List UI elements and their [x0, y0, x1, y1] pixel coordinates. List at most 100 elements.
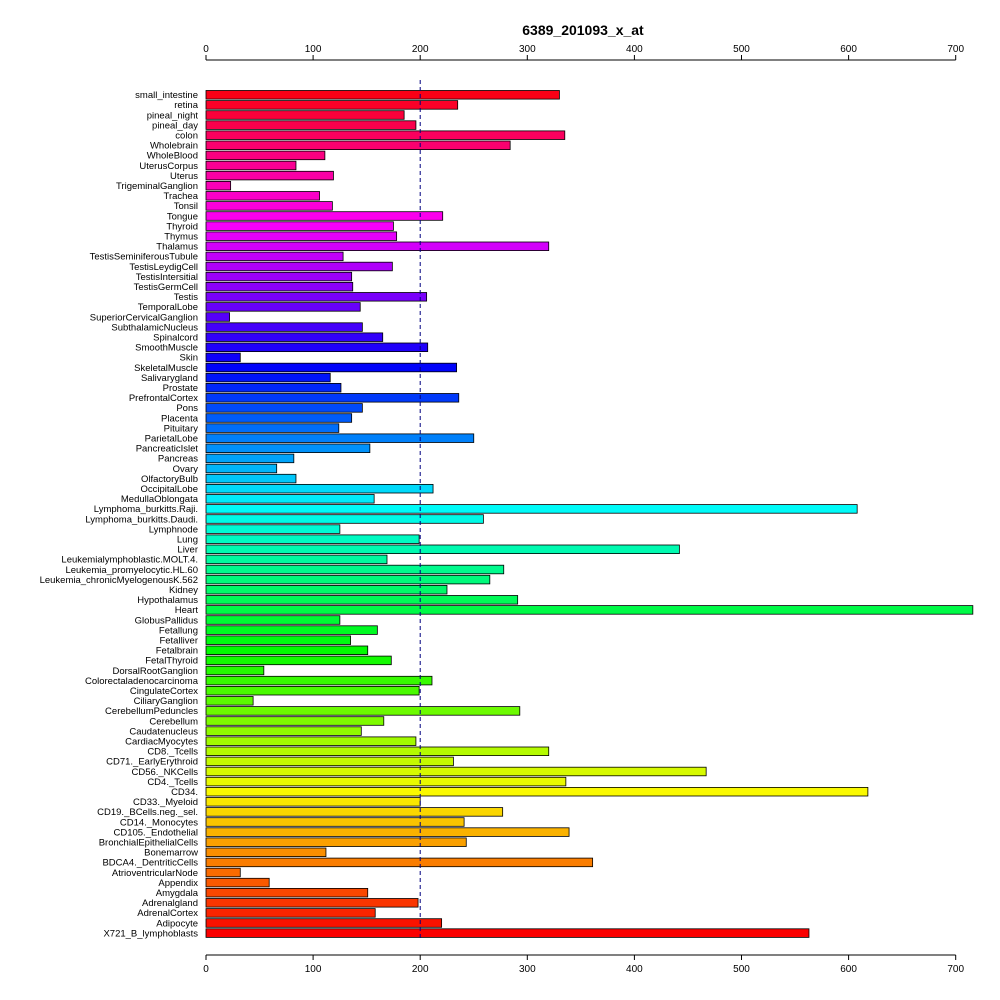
bar	[205, 797, 421, 807]
bar	[205, 372, 331, 383]
category-label: X721_B_lymphoblasts	[103, 928, 198, 939]
bar	[205, 241, 550, 252]
category-label: pineal_day	[152, 120, 198, 131]
category-label: small_intestine	[135, 90, 198, 101]
tick-label: 400	[626, 964, 643, 975]
bar	[205, 150, 326, 161]
category-label: TestisSeminiferousTubule	[90, 252, 198, 263]
bar	[205, 665, 265, 676]
category-label: CD8._Tcells	[147, 747, 198, 758]
bar	[205, 928, 810, 938]
category-label: TestisLeydigCell	[129, 262, 198, 273]
bar	[205, 615, 341, 625]
bar	[205, 847, 327, 858]
bar	[205, 716, 385, 726]
category-label: CD56._NKCells	[131, 767, 198, 778]
bar	[205, 625, 378, 635]
category-label: Hypothalamus	[137, 595, 198, 606]
bar	[205, 473, 297, 484]
bar	[205, 292, 428, 302]
category-label: Leukemia_chronicMyelogenousK.562	[40, 575, 198, 586]
category-labels: small_intestineretinapineal_nightpineal_…	[40, 90, 199, 939]
bar	[205, 645, 369, 656]
bar	[205, 877, 270, 888]
category-label: Pituitary	[164, 423, 199, 434]
bar	[205, 160, 297, 171]
bar	[205, 180, 232, 191]
bar	[205, 554, 388, 565]
category-label: Testis	[174, 292, 199, 303]
bar	[205, 564, 505, 575]
bar	[205, 90, 560, 100]
category-label: ParietalLobe	[145, 434, 198, 445]
category-label: DorsalRootGanglion	[112, 666, 198, 677]
category-label: PrefrontalCortex	[129, 393, 198, 404]
category-label: CD19._BCells.neg._sel.	[97, 807, 198, 818]
bar	[205, 524, 341, 534]
category-label: Lung	[177, 535, 198, 546]
tick-label: 300	[519, 44, 536, 55]
bar	[205, 746, 550, 757]
category-label: SmoothMuscle	[135, 343, 198, 354]
bar	[205, 888, 369, 898]
bar	[205, 494, 375, 504]
bar	[205, 433, 475, 443]
bar	[205, 251, 344, 262]
bar	[205, 787, 869, 797]
category-label: SuperiorCervicalGanglion	[90, 312, 198, 323]
bar	[205, 130, 566, 140]
bar	[205, 281, 354, 292]
category-label: Fetallung	[159, 625, 198, 636]
bar	[205, 706, 521, 716]
tick-label: 500	[733, 964, 750, 975]
bar	[205, 191, 320, 201]
category-label: Wholebrain	[150, 141, 198, 152]
bar	[205, 271, 353, 282]
bar	[205, 362, 458, 373]
bar	[205, 756, 454, 767]
bar	[205, 120, 417, 130]
category-label: CiliaryGanglion	[134, 696, 198, 707]
category-label: WholeBlood	[147, 151, 198, 162]
category-label: SkeletalMuscle	[134, 363, 198, 374]
tick-label: 0	[203, 44, 209, 55]
tick-label: 300	[519, 964, 536, 975]
tick-label: 100	[305, 964, 322, 975]
category-label: Tongue	[167, 211, 198, 222]
category-label: Uterus	[170, 171, 198, 182]
category-label: Trachea	[164, 191, 199, 202]
category-label: retina	[174, 100, 198, 111]
bar	[205, 817, 465, 827]
category-label: OccipitalLobe	[140, 484, 198, 495]
bar	[205, 302, 361, 312]
bar	[205, 776, 567, 787]
category-label: MedullaOblongata	[121, 494, 199, 505]
bar	[205, 110, 405, 120]
tick-label: 100	[305, 44, 322, 55]
category-label: Cerebellum	[149, 716, 198, 727]
category-label: Placenta	[161, 413, 199, 424]
bar	[205, 514, 484, 524]
category-label: Amygdala	[156, 888, 199, 899]
bar	[205, 574, 491, 585]
bar	[205, 352, 241, 363]
bar	[205, 544, 680, 555]
category-label: CD14._Monocytes	[120, 817, 198, 828]
bar	[205, 827, 570, 837]
category-label: Lymphnode	[149, 524, 198, 535]
bar	[205, 857, 594, 868]
bar	[205, 453, 295, 464]
bar	[205, 140, 511, 151]
tick-label: 200	[412, 964, 429, 975]
category-label: AdrenalCortex	[137, 908, 198, 919]
bar	[205, 443, 371, 454]
bottom-axis: 0 100 200 300 400 500 600 700	[203, 954, 964, 975]
category-label: BDCA4._DentriticCells	[102, 858, 198, 869]
bar	[205, 201, 333, 211]
category-label: Appendix	[158, 878, 198, 889]
bars	[205, 90, 974, 938]
bar	[205, 211, 444, 221]
bar	[205, 342, 429, 353]
category-label: Adipocyte	[156, 918, 198, 929]
bar	[205, 595, 519, 605]
